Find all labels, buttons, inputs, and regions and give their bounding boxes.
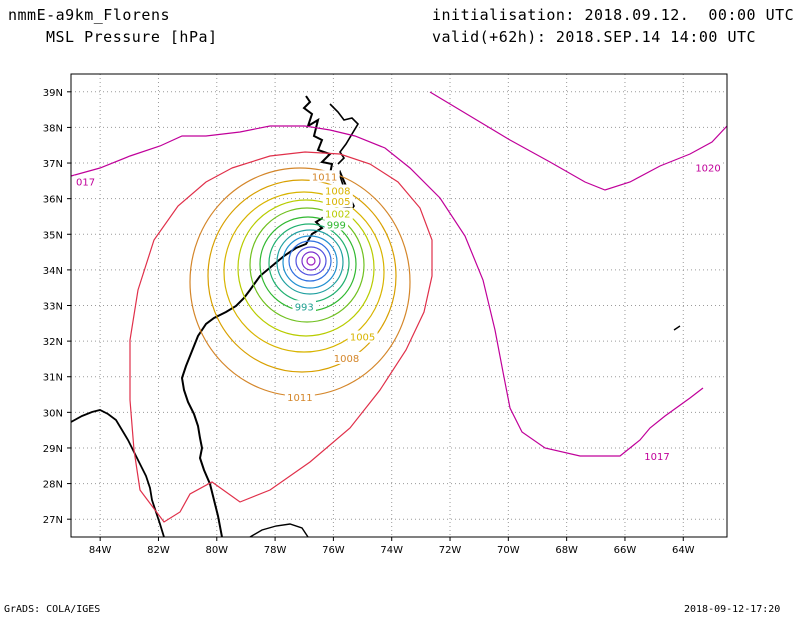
- contour-label: 993: [295, 302, 314, 313]
- coastline: [180, 95, 355, 537]
- y-tick-label: 35N: [43, 230, 63, 241]
- creation-timestamp: 2018-09-12-17:20: [684, 604, 781, 615]
- y-tick-label: 29N: [43, 444, 63, 455]
- init-time: initialisation: 2018.09.12. 00:00 UTC: [432, 6, 795, 24]
- isobar-1005: [223, 191, 385, 353]
- y-tick-label: 30N: [43, 408, 63, 419]
- grid-lines: [71, 74, 727, 537]
- contour-label: 1008: [325, 187, 350, 198]
- contour-label: 999: [327, 220, 346, 231]
- map-layer: [71, 91, 727, 537]
- x-tick-label: 80W: [205, 545, 228, 556]
- florida-keys: [249, 523, 309, 537]
- y-tick-label: 38N: [43, 123, 63, 134]
- contour-label: 1011: [287, 393, 312, 404]
- contour-label-bg: [73, 175, 98, 188]
- isobar-1020: [429, 91, 727, 191]
- island: [673, 325, 681, 331]
- grads-credit: GrADS: COLA/IGES: [4, 604, 101, 615]
- isobar-999: [249, 207, 365, 323]
- isobar-1008: [207, 179, 397, 373]
- contour-label: 017: [76, 178, 95, 189]
- y-tick-label: 34N: [43, 266, 63, 277]
- contour-label: 1011: [312, 172, 337, 183]
- contour-label: 1002: [325, 210, 350, 221]
- contour-labels: 1011100810051002999993100510081011101710…: [73, 161, 724, 463]
- isobar-984: [288, 240, 332, 282]
- y-tick-label: 31N: [43, 373, 63, 384]
- x-tick-label: 76W: [322, 545, 345, 556]
- contour-label-bg: [292, 300, 316, 313]
- y-tick-label: 28N: [43, 480, 63, 491]
- y-tick-label: 39N: [43, 88, 63, 99]
- y-tick-label: 27N: [43, 515, 63, 526]
- variable-name: MSL Pressure [hPa]: [46, 28, 218, 46]
- isobars: [71, 91, 727, 523]
- x-tick-label: 74W: [380, 545, 403, 556]
- x-tick-label: 82W: [147, 545, 170, 556]
- x-tick-label: 66W: [614, 545, 637, 556]
- gulf-coast: [71, 409, 165, 537]
- y-tick-label: 37N: [43, 159, 63, 170]
- y-tick-label: 32N: [43, 337, 63, 348]
- y-axis: 39N 38N 37N 36N 35N 34N 33N 32N 31N 30N 29N 28N 27N: [43, 88, 71, 526]
- contour-label-bg: [322, 207, 353, 220]
- contour-label: 1005: [350, 333, 375, 344]
- y-tick-label: 36N: [43, 195, 63, 206]
- isobar-987: [282, 235, 338, 289]
- contour-label: 1017: [644, 452, 669, 463]
- isobar-990: [276, 229, 344, 295]
- contour-label-bg: [322, 184, 353, 197]
- contour-label-bg: [309, 170, 340, 183]
- x-tick-label: 72W: [439, 545, 462, 556]
- isobar-978: [301, 251, 321, 271]
- x-tick-label: 70W: [497, 545, 520, 556]
- model-name: nmmE-a9km_Florens: [8, 6, 171, 24]
- isobar-1002: [237, 199, 375, 337]
- contour-label: 1005: [325, 197, 350, 208]
- isobar-975: [306, 256, 316, 266]
- contour-label-bg: [331, 351, 362, 364]
- map-frame: [70, 73, 728, 538]
- x-tick-label: 68W: [555, 545, 578, 556]
- x-tick-label: 78W: [264, 545, 287, 556]
- isobar-1017-north: [71, 125, 704, 457]
- isobar-1011: [189, 167, 411, 397]
- isobar-981: [295, 246, 327, 276]
- contour-label-bg: [322, 195, 353, 208]
- contour-label-bg: [693, 161, 724, 174]
- x-tick-label: 64W: [672, 545, 695, 556]
- contour-label-bg: [642, 449, 673, 462]
- isobar-1014: [129, 151, 433, 523]
- contour-label-bg: [324, 218, 349, 231]
- contour-label: 1020: [695, 163, 720, 174]
- contour-label-bg: [284, 391, 315, 404]
- contour-label-bg: [347, 330, 378, 343]
- x-tick-label: 84W: [89, 545, 112, 556]
- x-axis: 84W 82W 80W 78W 76W 74W 72W 70W 68W 66W 64W: [89, 537, 695, 556]
- contour-label: 1008: [334, 354, 359, 365]
- valid-time: valid(+62h): 2018.SEP.14 14:00 UTC: [432, 28, 757, 46]
- y-tick-label: 33N: [43, 302, 63, 313]
